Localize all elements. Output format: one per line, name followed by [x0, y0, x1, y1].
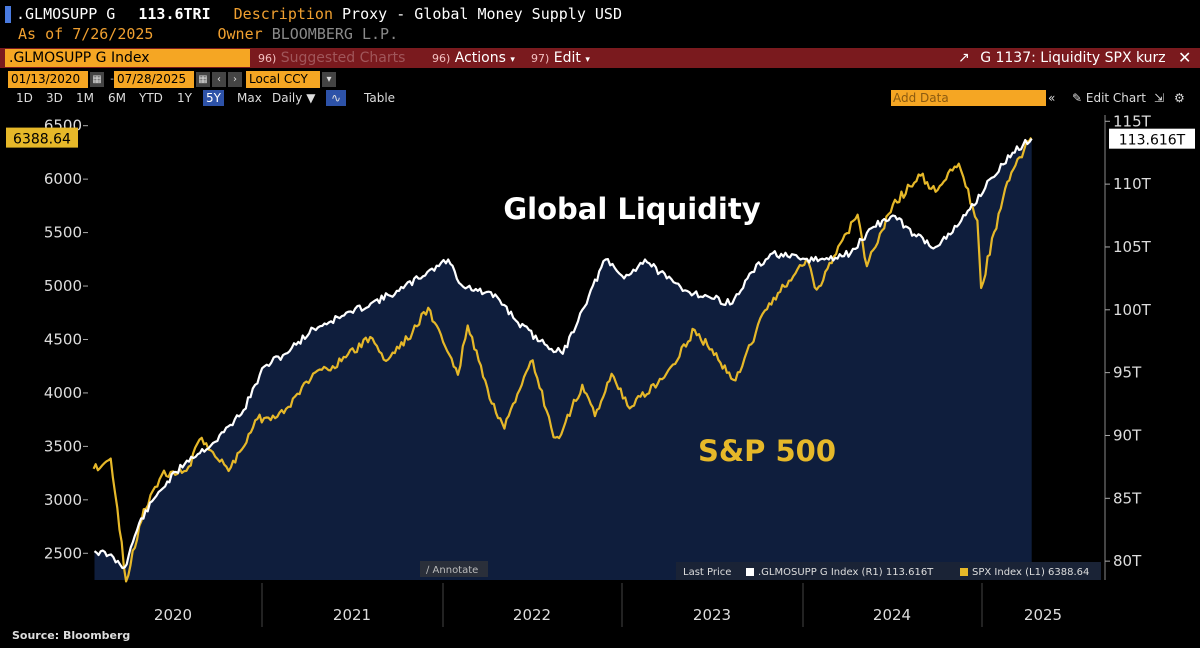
edit-chart-button[interactable]: ✎ Edit Chart: [1072, 91, 1146, 105]
right-axis-tick-label: 80T: [1113, 552, 1142, 570]
left-axis-tick-label: 4500: [44, 330, 82, 348]
legend-box: [676, 562, 1101, 580]
end-date-input[interactable]: 07/28/2025: [114, 71, 194, 88]
legend-spx-entry: SPX Index (L1) 6388.64: [972, 567, 1089, 578]
right-axis-tick-label: 85T: [1113, 489, 1142, 507]
function-toolbar: .GLMOSUPP G Index 96) Suggested Charts 9…: [0, 48, 1200, 68]
left-axis-tick-label: 6000: [44, 170, 82, 188]
annotation-global-liquidity: Global Liquidity: [503, 192, 760, 226]
spx-series-line: [92, 137, 1033, 583]
liquidity-last-value-tag: [1109, 128, 1195, 149]
ticker[interactable]: .GLMOSUPP G: [16, 5, 116, 23]
left-axis-tick-label: 5000: [44, 277, 82, 295]
legend-liquidity-entry: .GLMOSUPP G Index (R1) 113.616T: [758, 567, 934, 578]
forward-arrow-icon[interactable]: ›: [228, 72, 242, 87]
date-separator: -: [110, 74, 114, 85]
line-chart-icon[interactable]: ∿: [326, 90, 346, 106]
collapse-icon[interactable]: «: [1048, 91, 1056, 105]
date-range-bar: 01/13/2020 ▦ - 07/28/2025 ▦ ‹ › Local CC…: [0, 71, 1200, 89]
frequency-select[interactable]: Daily ▼: [272, 91, 316, 105]
back-arrow-icon[interactable]: ‹: [212, 72, 226, 87]
spx-last-value-tag: [6, 127, 78, 148]
calendar-icon[interactable]: ▦: [196, 72, 210, 87]
annotate-button: [420, 561, 488, 577]
liquidity-area-fill: [94, 138, 1032, 580]
description-text: Proxy - Global Money Supply USD: [342, 5, 622, 23]
left-axis-tick-label: 5500: [44, 224, 82, 242]
x-axis-tick-label: 2025: [1024, 606, 1062, 624]
left-axis-tick-label: 3500: [44, 437, 82, 455]
legend-spx-swatch: [960, 568, 968, 576]
resize-icon[interactable]: ⇲: [1154, 91, 1165, 105]
period-3d[interactable]: 3D: [46, 91, 63, 105]
liquidity-spx-chart: 25003000350040004500500055006000650080T8…: [6, 112, 1195, 627]
x-axis-tick-label: 2023: [693, 606, 731, 624]
liquidity-series-line: [93, 138, 1033, 570]
add-data-input[interactable]: Add Data: [891, 90, 1046, 106]
period-bar: 1D 3D 1M 6M YTD 1Y 5Y Max Daily ▼ ∿ Tabl…: [0, 89, 1200, 107]
asof-date: 7/26/2025: [72, 25, 154, 43]
liquidity-last-value-label: 113.616T: [1119, 133, 1186, 149]
right-axis-tick-label: 100T: [1113, 301, 1152, 319]
actions-menu[interactable]: 96) Actions ▾: [432, 50, 515, 66]
legend-last-price-label: Last Price: [683, 567, 731, 578]
left-axis-tick-label: 4000: [44, 384, 82, 402]
chevron-down-icon[interactable]: ▾: [322, 72, 336, 87]
period-5y[interactable]: 5Y: [203, 90, 224, 106]
settings-gear-icon[interactable]: ⚙: [1174, 91, 1185, 105]
right-axis-tick-label: 115T: [1113, 112, 1152, 130]
right-axis-tick-label: 95T: [1113, 364, 1142, 382]
security-header: .GLMOSUPP G 113.6TRI Description Proxy -…: [0, 0, 1200, 48]
legend-liquidity-swatch: [746, 568, 754, 576]
x-axis-tick-label: 2021: [333, 606, 371, 624]
period-6m[interactable]: 6M: [108, 91, 126, 105]
edit-menu[interactable]: 97) Edit ▾: [531, 50, 590, 66]
security-input[interactable]: .GLMOSUPP G Index: [5, 49, 250, 67]
right-axis-tick-label: 105T: [1113, 238, 1152, 256]
close-icon[interactable]: ✕: [1178, 48, 1192, 67]
annotate-label: ∕ Annotate: [426, 565, 478, 576]
left-axis-tick-label: 2500: [44, 544, 82, 562]
annotation-sp500: S&P 500: [698, 434, 836, 468]
source-footer: Source: Bloomberg: [12, 629, 131, 642]
period-1y[interactable]: 1Y: [177, 91, 192, 105]
external-link-icon: ↗: [958, 50, 970, 66]
x-axis-tick-label: 2022: [513, 606, 551, 624]
ticker-value: 113.6TRI: [138, 5, 211, 23]
period-1m[interactable]: 1M: [76, 91, 94, 105]
calendar-icon[interactable]: ▦: [90, 72, 104, 87]
start-date-input[interactable]: 01/13/2020: [8, 71, 88, 88]
x-axis-tick-label: 2024: [873, 606, 911, 624]
currency-select[interactable]: Local CCY: [246, 71, 320, 88]
x-axis-tick-label: 2020: [154, 606, 192, 624]
right-axis-tick-label: 90T: [1113, 426, 1142, 444]
suggested-charts-button[interactable]: 96) Suggested Charts: [258, 50, 406, 66]
spx-last-value-label: 6388.64: [13, 132, 71, 148]
asof-label: As of: [18, 25, 64, 43]
left-axis-tick-label: 3000: [44, 491, 82, 509]
owner-text: BLOOMBERG L.P.: [271, 25, 399, 43]
security-color-marker: [5, 6, 11, 23]
owner-label: Owner: [217, 25, 263, 43]
period-ytd[interactable]: YTD: [139, 91, 163, 105]
period-max[interactable]: Max: [237, 91, 262, 105]
chart-title-link[interactable]: ↗ G 1137: Liquidity SPX kurz: [958, 50, 1166, 66]
description-label: Description: [233, 5, 333, 23]
period-1d[interactable]: 1D: [16, 91, 33, 105]
right-axis-tick-label: 110T: [1113, 175, 1152, 193]
table-button[interactable]: Table: [364, 91, 396, 105]
